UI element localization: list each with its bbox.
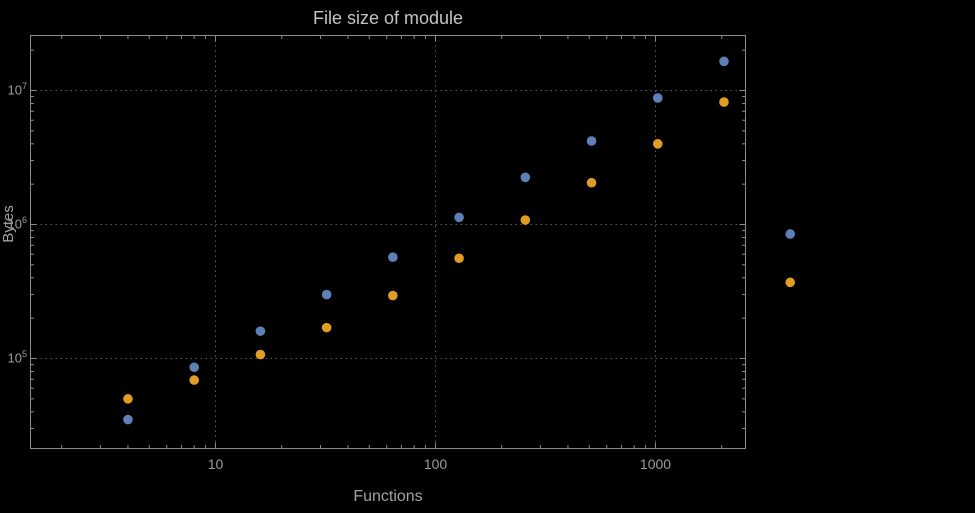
data-point-blue: [586, 136, 597, 146]
data-point-orange: [520, 215, 531, 225]
data-point-blue: [321, 289, 332, 300]
data-point-orange: [719, 97, 729, 107]
data-point-orange: [255, 349, 266, 360]
data-point-blue: [785, 229, 796, 239]
data-point-orange: [652, 139, 663, 149]
data-point-blue: [123, 414, 133, 425]
x-tick-label: 1000: [639, 456, 672, 472]
data-point-blue: [255, 326, 266, 336]
x-tick-label: 10: [207, 456, 224, 472]
data-point-orange: [123, 394, 133, 404]
data-point-orange: [321, 322, 332, 333]
y-tick-label: 105: [7, 348, 27, 365]
y-tick-label: 107: [7, 80, 27, 97]
data-point-blue: [652, 93, 663, 103]
data-point-orange: [586, 177, 597, 188]
data-point-blue: [454, 212, 464, 223]
data-point-blue: [388, 252, 398, 263]
data-point-blue: [189, 362, 199, 373]
data-point-orange: [189, 375, 199, 385]
data-point-orange: [388, 290, 398, 301]
data-point-blue: [520, 172, 531, 183]
data-point-orange: [785, 277, 796, 288]
x-tick-label: 100: [423, 456, 448, 472]
y-tick-label: 106: [7, 214, 27, 231]
chart-title: File size of module: [312, 8, 464, 28]
data-point-blue: [719, 56, 729, 67]
plot-frame: [30, 35, 746, 449]
x-axis-label: Functions: [353, 488, 423, 505]
data-point-orange: [454, 253, 464, 264]
